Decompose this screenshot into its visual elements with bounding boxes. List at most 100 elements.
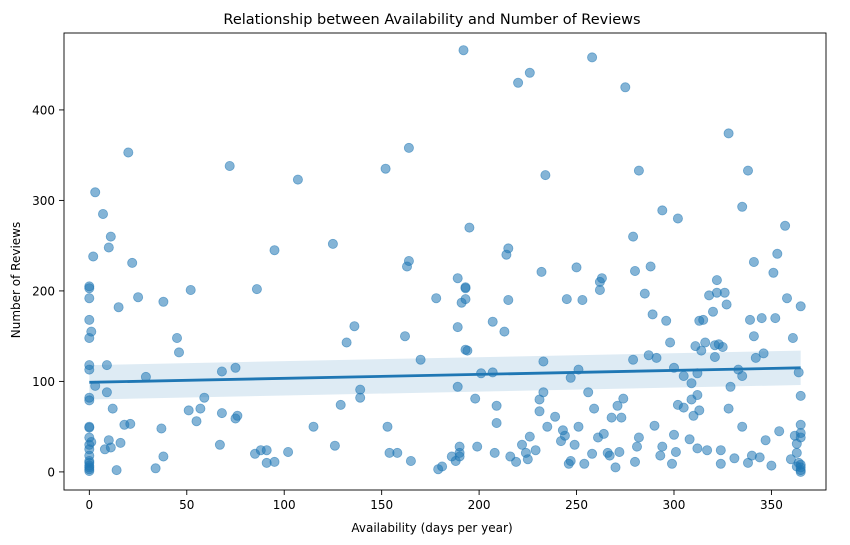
scatter-point	[230, 362, 241, 373]
scatter-point	[672, 213, 683, 224]
scatter-point	[715, 458, 726, 469]
scatter-point	[199, 392, 210, 403]
scatter-point	[709, 351, 720, 362]
scatter-point	[657, 205, 668, 216]
scatter-point	[579, 458, 590, 469]
scatter-point	[460, 294, 471, 305]
scatter-point	[524, 67, 535, 78]
scatter-point	[405, 455, 416, 466]
scatter-point	[415, 354, 426, 365]
scatter-point	[766, 460, 777, 471]
scatter-point	[684, 434, 695, 445]
x-tick-label: 50	[179, 498, 194, 512]
scatter-point	[559, 430, 570, 441]
scatter-point	[403, 255, 414, 266]
scatter-point	[606, 412, 617, 423]
y-tick-label: 200	[32, 284, 55, 298]
scatter-point	[772, 248, 783, 259]
scatter-point	[536, 266, 547, 277]
scatter-point	[628, 354, 639, 365]
plot-area	[63, 32, 827, 491]
scatter-point	[633, 432, 644, 443]
scatter-point	[489, 447, 500, 458]
scatter-point	[452, 322, 463, 333]
scatter-point	[737, 370, 748, 381]
scatter-point	[538, 356, 549, 367]
x-tick-label: 150	[370, 498, 393, 512]
scatter-point	[787, 332, 798, 343]
scatter-point	[454, 451, 465, 462]
scatter-point	[711, 275, 722, 286]
scatter-point	[723, 128, 734, 139]
scatter-point	[587, 448, 598, 459]
scatter-point	[452, 273, 463, 284]
scatter-point	[84, 314, 95, 325]
scatter-point	[125, 418, 136, 429]
scatter-point	[667, 458, 678, 469]
x-axis-label: Availability (days per year)	[351, 521, 512, 535]
scatter-point	[565, 455, 576, 466]
scatter-point	[156, 423, 167, 434]
regression-line	[89, 366, 801, 384]
scatter-point	[719, 287, 730, 298]
scatter-point	[745, 314, 756, 325]
scatter-point	[708, 306, 719, 317]
scatter-point	[594, 284, 605, 295]
scatter-point	[524, 431, 535, 442]
scatter-point	[470, 393, 481, 404]
scatter-point	[700, 337, 711, 348]
scatter-point	[171, 332, 182, 343]
x-tick-label: 250	[565, 498, 588, 512]
scatter-point	[261, 445, 272, 456]
scatter-point	[84, 395, 95, 406]
scatter-point	[327, 238, 338, 249]
scatter-point	[335, 399, 346, 410]
scatter-point	[133, 292, 144, 303]
scatter-point	[437, 461, 448, 472]
scatter-point	[670, 446, 681, 457]
scatter-point	[522, 454, 533, 465]
scatter-point	[511, 456, 522, 467]
scatter-point	[491, 400, 502, 411]
y-axis-ticks: 0 100 200 300 400	[32, 103, 64, 479]
scatter-point	[696, 345, 707, 356]
scatter-point	[758, 348, 769, 359]
scatter-point	[503, 294, 514, 305]
scatter-point	[791, 447, 802, 458]
scatter-point	[686, 378, 697, 389]
scatter-point	[717, 341, 728, 352]
scatter-point	[678, 370, 689, 381]
scatter-point	[630, 265, 641, 276]
scatter-point	[665, 337, 676, 348]
scatter-point	[214, 439, 225, 450]
scatter-point	[678, 402, 689, 413]
scatter-point	[530, 445, 541, 456]
scatter-point	[349, 321, 360, 332]
scatter-point	[768, 267, 779, 278]
scatter-point	[84, 283, 95, 294]
scatter-point	[392, 447, 403, 458]
scatter-point	[589, 403, 600, 414]
scatter-point	[598, 428, 609, 439]
scatter-point	[84, 293, 95, 304]
scatter-point	[127, 257, 138, 268]
scatter-point	[542, 421, 553, 432]
scatter-point	[630, 456, 641, 467]
y-axis-label: Number of Reviews	[9, 222, 23, 338]
scatter-point	[308, 421, 319, 432]
scatter-point	[651, 352, 662, 363]
scatter-point	[737, 421, 748, 432]
points-layer	[84, 45, 806, 477]
scatter-point	[173, 347, 184, 358]
scatter-point	[517, 439, 528, 450]
scatter-point	[692, 389, 703, 400]
scatter-point	[503, 243, 514, 254]
scatter-point	[774, 426, 785, 437]
scatter-point	[105, 442, 116, 453]
scatter-point	[550, 411, 561, 422]
scatter-point	[158, 451, 169, 462]
scatter-point	[743, 165, 754, 176]
scatter-point	[458, 45, 469, 56]
scatter-point	[569, 439, 580, 450]
